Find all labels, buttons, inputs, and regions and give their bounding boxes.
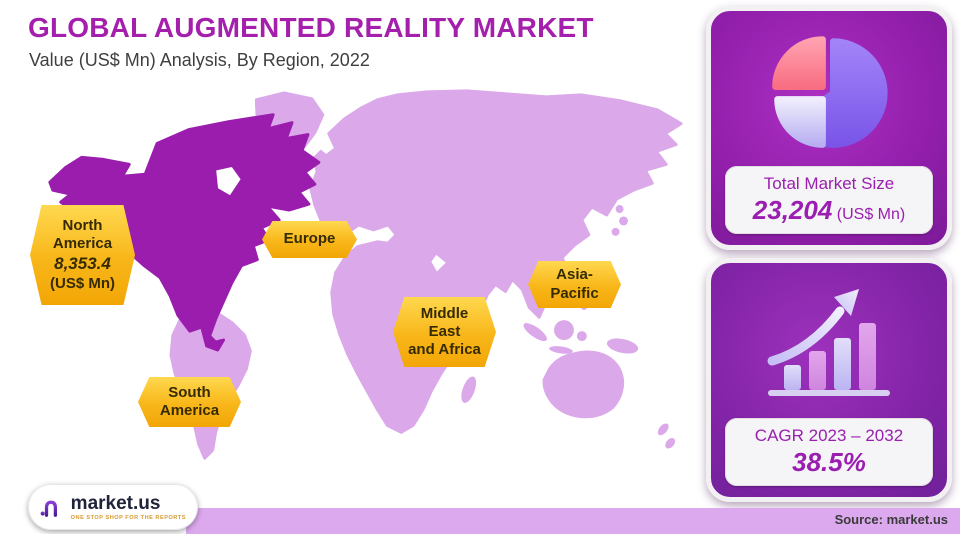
footer-strip: [186, 508, 960, 534]
region-value: 8,353.4: [54, 253, 111, 273]
region-label: Asia- Pacific: [550, 266, 599, 302]
total-market-size-box: Total Market Size 23,204 (US$ Mn): [725, 166, 933, 234]
region-label: Middle East and Africa: [408, 304, 481, 359]
cagr-box: CAGR 2023 – 2032 38.5%: [725, 418, 933, 486]
total-market-size-label: Total Market Size: [763, 174, 895, 193]
map-region-japan: [619, 216, 628, 226]
region-label: Europe: [283, 230, 336, 248]
logo-brand-text: market.us: [70, 492, 161, 514]
page-title: GLOBAL AUGMENTED REALITY MARKET: [28, 12, 594, 43]
map-region-sumatra: [523, 323, 547, 342]
region-label: South America: [159, 383, 220, 419]
cagr-card: CAGR 2023 – 2032 38.5%: [706, 258, 952, 502]
total-market-size-card: Total Market Size 23,204 (US$ Mn): [706, 6, 952, 250]
world-map: [20, 80, 705, 477]
market-us-logo: market.us ONE STOP SHOP FOR THE REPORTS: [28, 484, 198, 530]
world-map-icon: [48, 89, 683, 460]
map-region-java: [549, 346, 573, 354]
logo-tagline: ONE STOP SHOP FOR THE REPORTS: [70, 514, 186, 521]
region-badge-asia-pacific: Asia- Pacific: [528, 261, 621, 308]
region-badge-north-america: North America 8,353.4 (US$ Mn): [30, 205, 135, 305]
pie-chart-icon: [772, 36, 888, 148]
total-market-size-value: 23,204: [752, 195, 833, 225]
cagr-label: CAGR 2023 – 2032: [754, 426, 904, 445]
map-region-new-zealand: [665, 438, 676, 449]
map-region-uk: [312, 149, 328, 174]
region-label: North America: [52, 217, 113, 253]
growth-bar-chart-icon: [767, 289, 890, 396]
map-region-new-zealand: [657, 423, 669, 436]
region-unit: (US$ Mn): [50, 274, 115, 292]
region-badge-south-america: South America: [138, 377, 241, 427]
map-region-new-guinea: [606, 338, 639, 354]
map-region-madagascar: [461, 376, 477, 403]
page-subtitle: Value (US$ Mn) Analysis, By Region, 2022: [29, 50, 370, 70]
region-badge-middle-east-africa: Middle East and Africa: [393, 297, 496, 367]
map-region-borneo: [554, 320, 574, 341]
map-region-japan: [615, 205, 624, 213]
cagr-value: 38.5%: [792, 447, 866, 477]
total-market-size-unit: (US$ Mn): [836, 206, 906, 223]
total-market-size-value-row: 23,204 (US$ Mn): [753, 195, 905, 226]
map-region-australia: [542, 350, 625, 419]
market-us-logo-icon: [40, 498, 62, 517]
region-badge-europe: Europe: [262, 221, 357, 258]
map-region-japan: [611, 227, 620, 236]
map-region-sulawesi: [576, 331, 587, 342]
source-credit: Source: market.us: [834, 512, 948, 527]
